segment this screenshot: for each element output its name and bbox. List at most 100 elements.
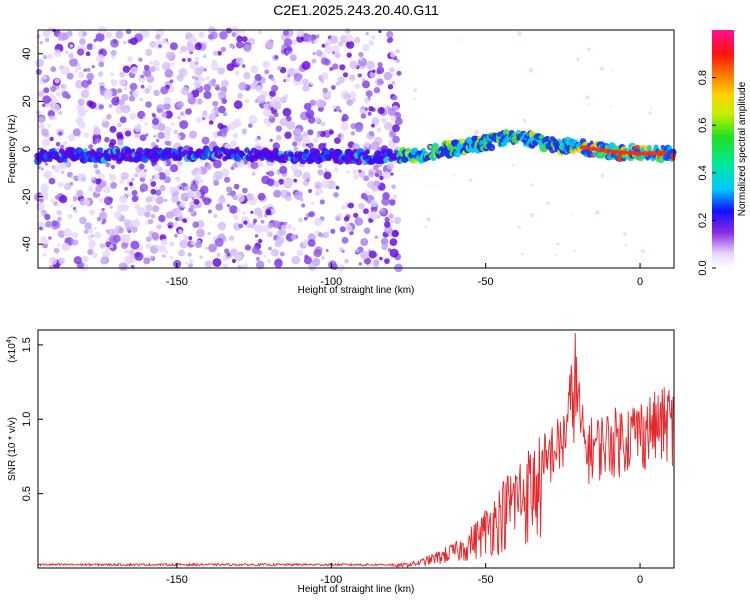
noise-point [196, 117, 202, 123]
noise-point [174, 216, 180, 221]
noise-point [48, 256, 58, 265]
trace-point [244, 147, 249, 152]
noise-point [69, 58, 78, 67]
noise-point [210, 62, 220, 71]
noise-point [53, 247, 60, 254]
noise-point [121, 93, 129, 102]
noise-point [393, 216, 402, 225]
noise-point [113, 211, 122, 220]
noise-point [231, 258, 237, 264]
spectrogram-x-ticks: -150 -100 -50 0 [166, 263, 643, 288]
noise-point [354, 83, 361, 90]
noise-point [147, 85, 152, 90]
noise-point [199, 255, 203, 259]
noise-point [39, 222, 44, 227]
noise-point [252, 218, 258, 223]
noise-point [105, 113, 112, 120]
noise-point [242, 263, 249, 270]
noise-point [389, 130, 397, 138]
noise-point [286, 46, 293, 52]
noise-point [373, 259, 380, 265]
noise-point [625, 243, 628, 247]
noise-point [79, 38, 86, 45]
noise-point [102, 118, 107, 123]
noise-point [312, 137, 318, 143]
noise-point [378, 29, 382, 34]
noise-point [368, 131, 375, 137]
noise-point [389, 52, 396, 58]
noise-point [143, 64, 150, 71]
noise-point [115, 30, 124, 39]
noise-point [38, 123, 46, 130]
noise-point [522, 118, 527, 123]
y-tick-label: -20 [21, 189, 33, 205]
noise-point [246, 193, 254, 201]
noise-point [212, 159, 222, 169]
noise-point [81, 176, 87, 182]
noise-point [262, 60, 271, 69]
y-tick-label: 0.5 [21, 486, 33, 501]
noise-point [153, 134, 157, 138]
noise-point [291, 39, 298, 46]
y-tick-label: 1.5 [21, 337, 33, 352]
noise-point [121, 204, 129, 212]
noise-point [123, 218, 131, 227]
noise-point [338, 134, 342, 138]
noise-point [287, 74, 291, 78]
noise-point [54, 78, 60, 84]
noise-point [274, 55, 279, 60]
noise-point [99, 211, 108, 220]
noise-point [294, 128, 302, 136]
noise-point [313, 39, 319, 44]
noise-point [170, 62, 175, 66]
noise-point [139, 134, 147, 142]
noise-point [58, 181, 64, 188]
noise-point [95, 32, 105, 42]
noise-point [110, 164, 115, 170]
noise-point [280, 96, 287, 104]
trace-point [316, 150, 321, 154]
noise-point [517, 31, 522, 36]
noise-point [92, 179, 97, 184]
noise-point [223, 112, 227, 117]
noise-point [47, 124, 51, 128]
noise-point [212, 258, 222, 267]
noise-point [250, 224, 255, 229]
noise-point [177, 206, 181, 209]
y-tick-label: -40 [21, 236, 33, 252]
noise-point [251, 171, 256, 176]
noise-point [294, 191, 303, 201]
noise-point [233, 100, 243, 110]
noise-point [56, 210, 62, 216]
noise-point [365, 90, 373, 98]
noise-point [180, 86, 190, 96]
trace-point [98, 147, 104, 153]
noise-point [92, 45, 96, 50]
noise-point [341, 205, 346, 210]
noise-point [51, 94, 56, 100]
noise-point [255, 85, 263, 93]
noise-point [164, 110, 173, 119]
noise-point [595, 210, 600, 215]
noise-point [214, 237, 224, 247]
noise-point [342, 72, 349, 78]
noise-point [468, 178, 473, 183]
trace-point [621, 154, 626, 159]
noise-point [45, 220, 52, 228]
noise-point [128, 249, 135, 256]
noise-point [35, 58, 44, 68]
noise-point [305, 109, 315, 119]
noise-point [426, 217, 432, 222]
noise-point [219, 31, 228, 40]
noise-point [320, 121, 326, 127]
noise-point [177, 249, 186, 257]
noise-point [316, 49, 323, 57]
noise-point [377, 78, 384, 85]
noise-point [321, 180, 330, 189]
noise-point [305, 143, 309, 147]
noise-point [392, 95, 398, 101]
y-tick-label: 1.0 [21, 412, 33, 427]
noise-point [248, 123, 253, 128]
noise-point [359, 58, 363, 61]
trace-peak-point [587, 146, 598, 151]
